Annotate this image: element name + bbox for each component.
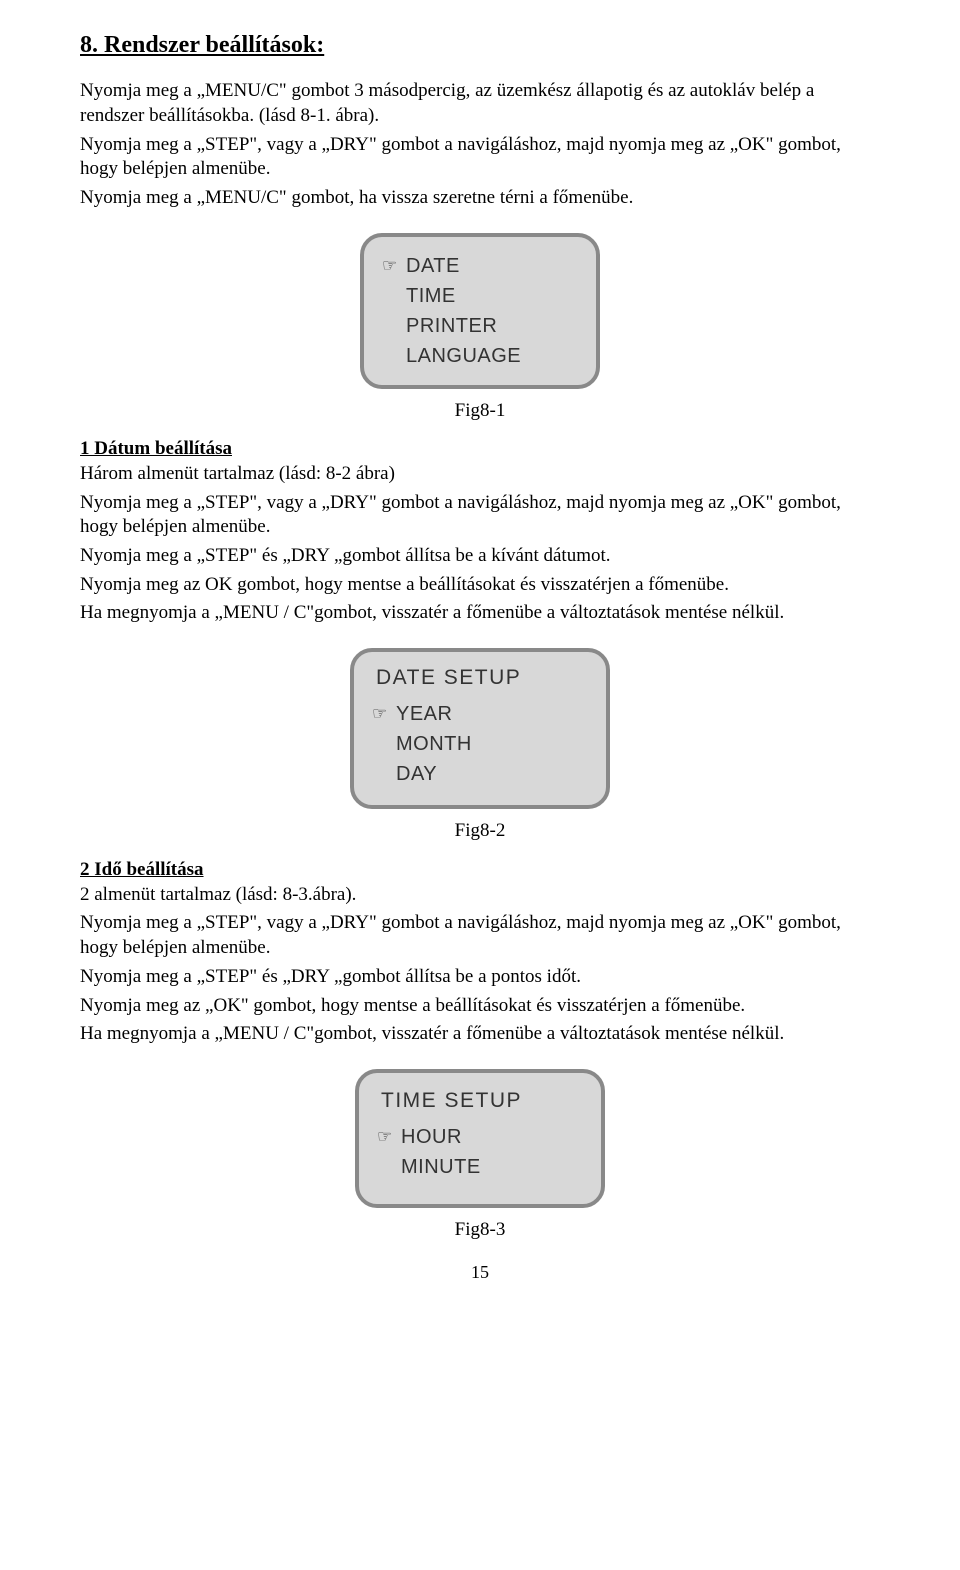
menu-item: LANGUAGE — [406, 343, 521, 369]
menu-item: DATE — [406, 253, 460, 279]
menu-item: MINUTE — [401, 1154, 481, 1180]
figure-caption: Fig8-1 — [80, 399, 880, 424]
figure-8-2: DATE SETUP ☞YEAR MONTH DAY Fig8-2 — [80, 648, 880, 844]
menu-item: MONTH — [396, 731, 472, 757]
page-number: 15 — [80, 1261, 880, 1284]
sec1-p3: Nyomja meg a „STEP" és „DRY „gombot állí… — [80, 544, 880, 569]
menu-title: DATE SETUP — [376, 664, 578, 691]
intro-p2: Nyomja meg a „STEP", vagy a „DRY" gombot… — [80, 133, 880, 182]
sec2-p3: Nyomja meg a „STEP" és „DRY „gombot állí… — [80, 965, 880, 990]
figure-8-1: ☞DATE TIME PRINTER LANGUAGE Fig8-1 — [80, 233, 880, 424]
sec2-p4: Nyomja meg az „OK" gombot, hogy mentse a… — [80, 994, 880, 1019]
sec1-p4: Nyomja meg az OK gombot, hogy mentse a b… — [80, 573, 880, 598]
sec1-p5: Ha megnyomja a „MENU / C"gombot, visszat… — [80, 601, 880, 626]
menu-item: HOUR — [401, 1124, 462, 1150]
sec2-p5: Ha megnyomja a „MENU / C"gombot, visszat… — [80, 1022, 880, 1047]
intro-p3: Nyomja meg a „MENU/C" gombot, ha vissza … — [80, 186, 880, 211]
sec2-p1: 2 almenüt tartalmaz (lásd: 8-3.ábra). — [80, 883, 880, 908]
menu-item: TIME — [406, 283, 456, 309]
section-heading: 8. Rendszer beállítások: — [80, 30, 880, 61]
menu-title: TIME SETUP — [381, 1087, 573, 1114]
figure-caption: Fig8-3 — [80, 1218, 880, 1243]
menu-item: YEAR — [396, 701, 452, 727]
subsection-1-title: 1 Dátum beállítása — [80, 437, 880, 462]
menu-item: PRINTER — [406, 313, 497, 339]
menu-screen-2: DATE SETUP ☞YEAR MONTH DAY — [350, 648, 610, 809]
intro-p1: Nyomja meg a „MENU/C" gombot 3 másodperc… — [80, 79, 880, 128]
figure-caption: Fig8-2 — [80, 819, 880, 844]
pointer-icon: ☞ — [382, 255, 406, 277]
subsection-2-title: 2 Idő beállítása — [80, 858, 880, 883]
menu-screen-3: TIME SETUP ☞HOUR MINUTE — [355, 1069, 605, 1208]
pointer-icon: ☞ — [372, 703, 396, 725]
sec1-p2: Nyomja meg a „STEP", vagy a „DRY" gombot… — [80, 491, 880, 540]
figure-8-3: TIME SETUP ☞HOUR MINUTE Fig8-3 — [80, 1069, 880, 1243]
sec1-p1: Három almenüt tartalmaz (lásd: 8-2 ábra) — [80, 462, 880, 487]
menu-screen-1: ☞DATE TIME PRINTER LANGUAGE — [360, 233, 600, 389]
menu-item: DAY — [396, 761, 437, 787]
pointer-icon: ☞ — [377, 1126, 401, 1148]
sec2-p2: Nyomja meg a „STEP", vagy a „DRY" gombot… — [80, 911, 880, 960]
